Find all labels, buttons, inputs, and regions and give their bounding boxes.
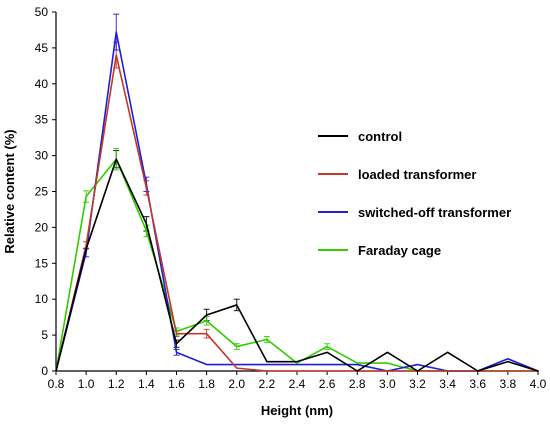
series-lines <box>55 31 539 372</box>
y-axis-title: Relative content (%) <box>2 129 17 253</box>
x-tick-label: 2.6 <box>319 377 336 391</box>
series-line-switched-off-transformer <box>55 31 539 372</box>
series-line-loaded-transformer <box>55 54 539 372</box>
y-tick-label: 50 <box>35 5 49 19</box>
y-tick-label: 25 <box>35 185 49 199</box>
x-tick-label: 3.0 <box>379 377 396 391</box>
x-tick-label: 4.0 <box>530 377 547 391</box>
legend-label-loaded-transformer: loaded transformer <box>358 167 476 182</box>
x-axis-title: Height (nm) <box>261 403 333 418</box>
legend-label-control: control <box>358 129 402 144</box>
x-tick-label: 1.0 <box>78 377 95 391</box>
x-tick-label: 0.8 <box>48 377 65 391</box>
error-bars <box>83 13 331 356</box>
y-tick-label: 20 <box>35 220 49 234</box>
y-tick-label: 30 <box>35 149 49 163</box>
y-tick-label: 35 <box>35 113 49 127</box>
ticks: 0.8 1.0 1.2 1.4 1.6 1.8 2.0 2.2 2.4 2.6 2.8 3.0 3.2 3… <box>35 5 547 391</box>
y-tick-label: 40 <box>35 77 49 91</box>
x-tick-label: 2.4 <box>289 377 306 391</box>
y-tick-label: 45 <box>35 41 49 55</box>
x-tick-label: 3.6 <box>469 377 486 391</box>
x-tick-label: 3.4 <box>439 377 456 391</box>
x-tick-label: 2.2 <box>259 377 276 391</box>
x-tick-label: 1.4 <box>138 377 155 391</box>
series-line-faraday-cage <box>55 158 539 372</box>
y-tick-label: 15 <box>35 256 49 270</box>
x-tick-label: 3.8 <box>500 377 517 391</box>
y-tick-label: 5 <box>41 328 48 342</box>
y-tick-label: 10 <box>35 292 49 306</box>
legend: control loaded transformer switched-off tr… <box>318 129 511 258</box>
x-tick-label: 3.2 <box>409 377 426 391</box>
series-line-control <box>55 158 539 372</box>
x-tick-label: 2.0 <box>228 377 245 391</box>
x-tick-label: 1.8 <box>198 377 215 391</box>
x-tick-label: 1.6 <box>168 377 185 391</box>
legend-label-faraday-cage: Faraday cage <box>358 243 441 258</box>
axes <box>55 12 538 372</box>
x-tick-label: 1.2 <box>108 377 125 391</box>
y-tick-label: 0 <box>41 364 48 378</box>
x-tick-label: 2.8 <box>349 377 366 391</box>
legend-label-switched-off-transformer: switched-off transformer <box>358 205 511 220</box>
